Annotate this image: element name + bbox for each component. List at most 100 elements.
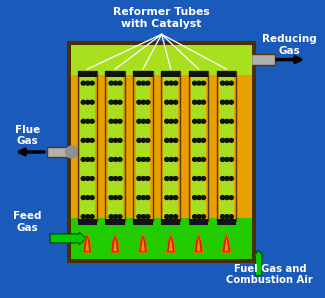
Circle shape bbox=[137, 196, 141, 200]
Circle shape bbox=[118, 196, 122, 200]
Circle shape bbox=[141, 215, 146, 219]
Circle shape bbox=[169, 100, 173, 104]
Circle shape bbox=[201, 176, 205, 180]
Polygon shape bbox=[167, 234, 175, 253]
Circle shape bbox=[146, 157, 150, 162]
Circle shape bbox=[85, 176, 90, 180]
Circle shape bbox=[197, 119, 201, 123]
Circle shape bbox=[229, 138, 233, 142]
Circle shape bbox=[141, 100, 146, 104]
Circle shape bbox=[201, 81, 205, 85]
Circle shape bbox=[174, 215, 178, 219]
Circle shape bbox=[141, 176, 146, 180]
Bar bbox=[105, 219, 125, 225]
Circle shape bbox=[137, 119, 141, 123]
Text: Flue
Gas: Flue Gas bbox=[15, 125, 40, 146]
Circle shape bbox=[141, 81, 146, 85]
Polygon shape bbox=[225, 237, 228, 251]
Circle shape bbox=[220, 157, 225, 162]
Circle shape bbox=[113, 176, 118, 180]
Circle shape bbox=[201, 157, 205, 162]
Circle shape bbox=[165, 176, 169, 180]
Circle shape bbox=[90, 138, 94, 142]
Bar bbox=[71, 218, 252, 259]
Circle shape bbox=[165, 157, 169, 162]
Circle shape bbox=[193, 215, 197, 219]
Circle shape bbox=[220, 138, 225, 142]
Circle shape bbox=[109, 100, 113, 104]
Text: Reducing
Gas: Reducing Gas bbox=[262, 35, 317, 56]
Bar bbox=[161, 71, 180, 77]
Circle shape bbox=[90, 119, 94, 123]
Polygon shape bbox=[197, 237, 201, 251]
Bar bbox=[133, 71, 153, 221]
Circle shape bbox=[165, 119, 169, 123]
Circle shape bbox=[197, 138, 201, 142]
Circle shape bbox=[165, 138, 169, 142]
Circle shape bbox=[118, 81, 122, 85]
Circle shape bbox=[113, 81, 118, 85]
Circle shape bbox=[193, 119, 197, 123]
Circle shape bbox=[109, 196, 113, 200]
Circle shape bbox=[225, 138, 229, 142]
Circle shape bbox=[174, 138, 178, 142]
Bar bbox=[78, 219, 97, 225]
Circle shape bbox=[165, 100, 169, 104]
Bar bbox=[219, 71, 234, 221]
Bar bbox=[71, 45, 252, 74]
Circle shape bbox=[201, 138, 205, 142]
Circle shape bbox=[118, 157, 122, 162]
Circle shape bbox=[193, 81, 197, 85]
Text: Feed
Gas: Feed Gas bbox=[13, 211, 42, 233]
Circle shape bbox=[201, 119, 205, 123]
FancyArrow shape bbox=[50, 232, 86, 245]
Bar bbox=[191, 71, 206, 221]
Circle shape bbox=[113, 196, 118, 200]
Circle shape bbox=[229, 81, 233, 85]
Circle shape bbox=[220, 215, 225, 219]
Circle shape bbox=[137, 176, 141, 180]
Circle shape bbox=[225, 100, 229, 104]
Circle shape bbox=[193, 196, 197, 200]
Bar bbox=[217, 219, 236, 225]
Circle shape bbox=[85, 119, 90, 123]
Circle shape bbox=[137, 81, 141, 85]
Circle shape bbox=[146, 196, 150, 200]
Circle shape bbox=[193, 157, 197, 162]
Circle shape bbox=[141, 119, 146, 123]
Circle shape bbox=[141, 157, 146, 162]
Circle shape bbox=[85, 138, 90, 142]
Bar bbox=[189, 71, 208, 77]
Circle shape bbox=[81, 196, 85, 200]
Circle shape bbox=[109, 138, 113, 142]
Polygon shape bbox=[169, 237, 173, 251]
Circle shape bbox=[113, 119, 118, 123]
Circle shape bbox=[169, 119, 173, 123]
Bar bbox=[161, 71, 180, 221]
Bar bbox=[80, 71, 95, 221]
Circle shape bbox=[229, 176, 233, 180]
Circle shape bbox=[197, 215, 201, 219]
Circle shape bbox=[220, 196, 225, 200]
Circle shape bbox=[225, 176, 229, 180]
Circle shape bbox=[113, 138, 118, 142]
Circle shape bbox=[229, 119, 233, 123]
Text: Reformer Tubes
with Catalyst: Reformer Tubes with Catalyst bbox=[113, 7, 210, 29]
Circle shape bbox=[165, 215, 169, 219]
Circle shape bbox=[137, 138, 141, 142]
Bar bbox=[133, 71, 153, 77]
Bar bbox=[163, 71, 178, 221]
Circle shape bbox=[220, 119, 225, 123]
Bar bbox=[108, 71, 123, 221]
Circle shape bbox=[118, 176, 122, 180]
Circle shape bbox=[113, 100, 118, 104]
Circle shape bbox=[220, 81, 225, 85]
Bar bbox=[251, 54, 275, 65]
Circle shape bbox=[201, 100, 205, 104]
Circle shape bbox=[225, 157, 229, 162]
Circle shape bbox=[90, 100, 94, 104]
Bar bbox=[105, 71, 125, 221]
Circle shape bbox=[146, 138, 150, 142]
Bar bbox=[133, 219, 153, 225]
Circle shape bbox=[81, 215, 85, 219]
